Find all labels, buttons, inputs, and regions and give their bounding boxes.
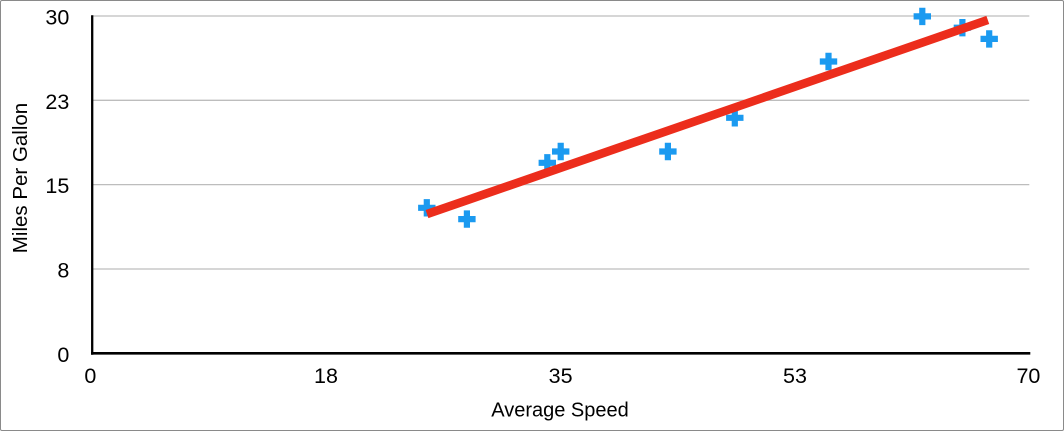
svg-text:8: 8	[57, 259, 69, 283]
svg-text:0: 0	[84, 364, 96, 388]
svg-text:70: 70	[1016, 364, 1040, 388]
svg-text:35: 35	[549, 364, 573, 388]
svg-text:0: 0	[57, 343, 69, 367]
svg-text:Average Speed: Average Speed	[491, 399, 629, 421]
svg-text:18: 18	[314, 364, 338, 388]
svg-text:15: 15	[45, 174, 69, 198]
svg-text:53: 53	[783, 364, 807, 388]
svg-text:30: 30	[45, 5, 69, 29]
svg-text:23: 23	[45, 90, 69, 114]
svg-text:Miles Per Gallon: Miles Per Gallon	[9, 103, 32, 253]
